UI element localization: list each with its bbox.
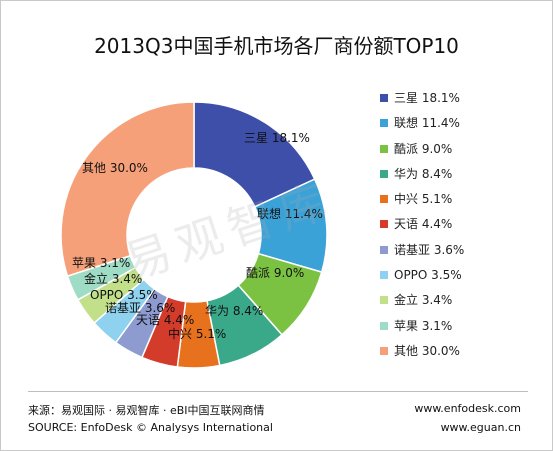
legend-swatch xyxy=(380,296,388,305)
slice-data-label: 金立 3.4% xyxy=(84,271,142,286)
slice-data-label: 华为 8.4% xyxy=(205,304,263,318)
footer-divider xyxy=(28,391,528,392)
footer-source-en: SOURCE: EnfoDesk © Analysys Internationa… xyxy=(28,421,273,434)
legend-label: 三星 18.1% xyxy=(394,91,460,105)
slice-data-label: 苹果 3.1% xyxy=(72,256,130,270)
legend-swatch xyxy=(380,346,388,355)
legend-label: 其他 30.0% xyxy=(394,343,460,358)
slice-data-label: 联想 11.4% xyxy=(257,206,323,221)
legend-swatch xyxy=(380,195,388,204)
legend-label: OPPO 3.5% xyxy=(394,268,462,283)
slice-data-label: 其他 30.0% xyxy=(82,161,148,175)
footer-source-cn: 来源：易观国际 · 易观智库 · eBI中国互联网商情 xyxy=(28,404,265,417)
legend-label: 金立 3.4% xyxy=(394,293,453,308)
legend-label: 联想 11.4% xyxy=(394,116,460,131)
slice-data-label: 三星 18.1% xyxy=(244,131,310,145)
slice-data-label: 天语 4.4% xyxy=(136,313,194,327)
legend-swatch xyxy=(380,220,388,229)
footer-url-enfodesk: www.enfodesk.com xyxy=(414,402,521,415)
legend-label: 天语 4.4% xyxy=(394,217,453,232)
legend-label: 酷派 9.0% xyxy=(394,141,453,156)
legend-swatch xyxy=(380,271,388,280)
legend-swatch xyxy=(380,321,388,330)
slice-data-label: 酷派 9.0% xyxy=(246,266,304,280)
footer-url-eguan: www.eguan.cn xyxy=(440,421,521,434)
legend-label: 华为 8.4% xyxy=(394,166,453,181)
slice-data-label: 中兴 5.1% xyxy=(168,326,226,341)
slice-data-label: OPPO 3.5% xyxy=(90,288,158,302)
legend-label: 中兴 5.1% xyxy=(394,192,453,207)
chart-title: 2013Q3中国手机市场各厂商份额TOP10 xyxy=(94,34,459,58)
legend-swatch xyxy=(380,119,388,128)
legend-label: 苹果 3.1% xyxy=(394,318,453,333)
legend-swatch xyxy=(380,169,388,178)
legend-swatch xyxy=(380,94,388,102)
slice-data-label: 诺基亚 3.6% xyxy=(105,301,175,315)
legend-swatch xyxy=(380,245,388,254)
legend-label: 诺基亚 3.6% xyxy=(394,242,465,257)
donut-slice xyxy=(60,101,195,278)
legend-swatch xyxy=(380,144,388,153)
